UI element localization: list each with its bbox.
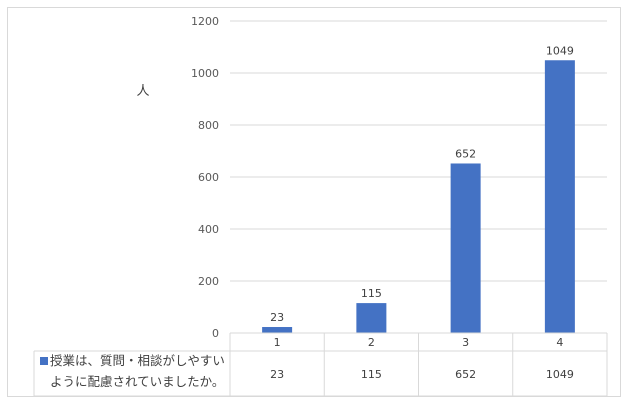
table-value-cell: 1049 bbox=[546, 368, 574, 381]
data-labels: 23 115 652 1049 bbox=[270, 44, 574, 324]
x-category-label: 1 bbox=[274, 336, 281, 349]
chart-frame bbox=[7, 7, 621, 397]
table-value-cell: 115 bbox=[361, 368, 382, 381]
y-tick-label: 200 bbox=[198, 275, 219, 288]
bar bbox=[356, 303, 387, 333]
table-value-cell: 23 bbox=[270, 368, 284, 381]
y-tick-label: 0 bbox=[212, 327, 219, 340]
data-label: 652 bbox=[455, 147, 476, 160]
bar bbox=[262, 327, 293, 333]
y-tick-label: 400 bbox=[198, 223, 219, 236]
y-axis-ticks: 0 200 400 600 800 1000 1200 bbox=[191, 15, 219, 340]
series-name-line-2: ように配慮されていましたか。 bbox=[50, 374, 224, 389]
bar bbox=[450, 163, 481, 333]
series-name-line-1: 授業は、質問・相談がしやすい bbox=[50, 353, 225, 368]
data-label: 23 bbox=[270, 311, 284, 324]
x-category-label: 4 bbox=[556, 336, 563, 349]
y-tick-label: 600 bbox=[198, 171, 219, 184]
table-value-cell: 652 bbox=[455, 368, 476, 381]
data-table: 1 23 2 115 3 652 4 1049 授業は、質問・相談がしやすいように配慮されていま… bbox=[33, 332, 608, 397]
y-tick-label: 1000 bbox=[191, 67, 219, 80]
bar bbox=[544, 60, 575, 333]
data-label: 1049 bbox=[546, 44, 574, 57]
data-label: 115 bbox=[361, 287, 382, 300]
x-category-label: 2 bbox=[368, 336, 375, 349]
bars bbox=[262, 60, 575, 333]
y-axis-label: 人 bbox=[136, 84, 149, 99]
legend-key bbox=[40, 357, 48, 365]
x-category-label: 3 bbox=[462, 336, 469, 349]
y-tick-label: 1200 bbox=[191, 15, 219, 28]
y-tick-label: 800 bbox=[198, 119, 219, 132]
